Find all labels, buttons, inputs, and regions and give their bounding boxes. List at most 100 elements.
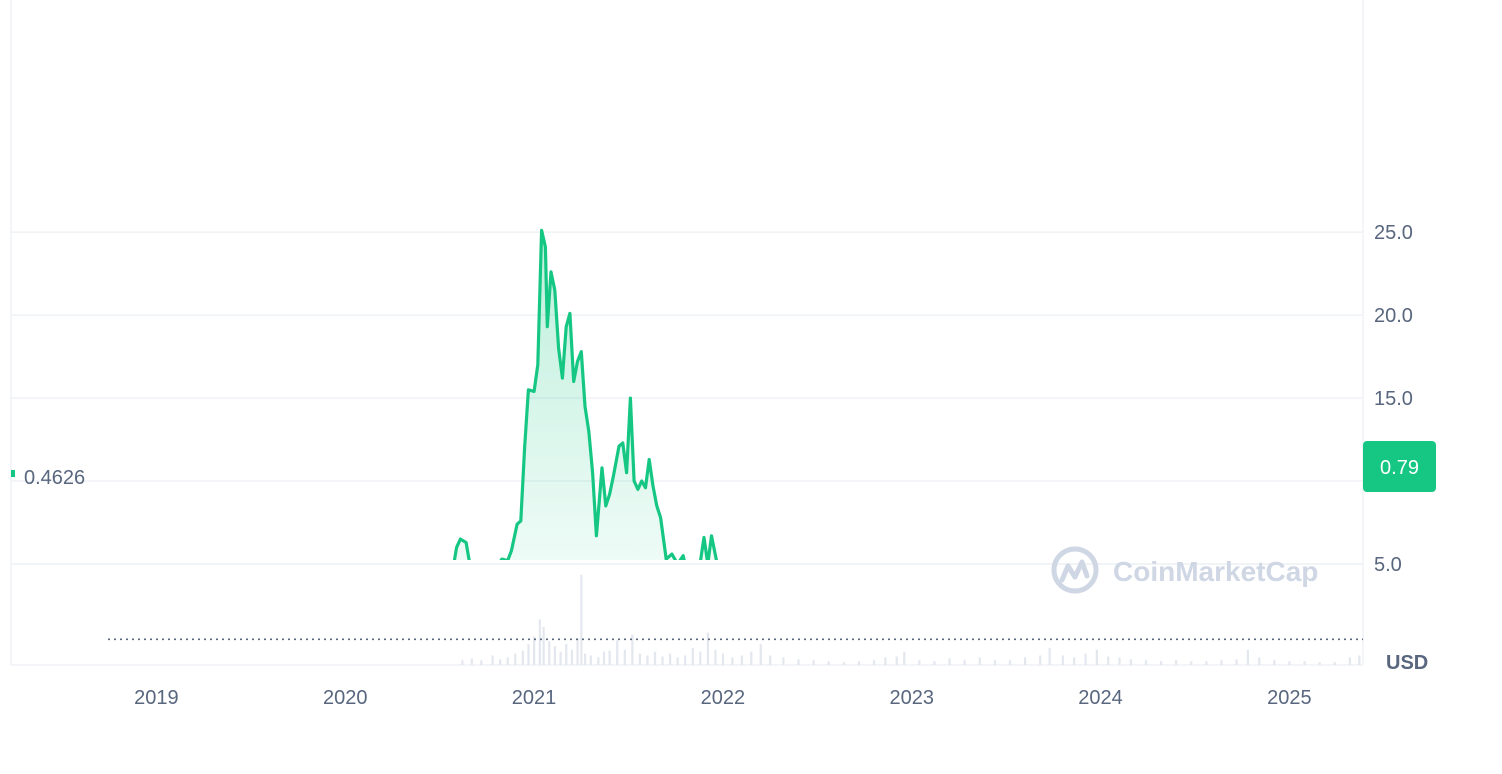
coinmarketcap-logo-icon bbox=[1051, 546, 1099, 594]
x-tick-label-2022: 2022 bbox=[701, 687, 746, 709]
volume-bar-59 bbox=[993, 660, 996, 665]
volume-bar-11 bbox=[542, 627, 545, 665]
volume-bar-69 bbox=[1118, 657, 1121, 665]
volume-bar-79 bbox=[1258, 657, 1261, 665]
volume-bar-33 bbox=[684, 655, 687, 665]
x-tick-label-2020: 2020 bbox=[323, 687, 368, 709]
volume-bar-76 bbox=[1220, 660, 1223, 665]
volume-bar-47 bbox=[827, 661, 830, 665]
volume-bar-55 bbox=[933, 661, 936, 665]
below-reference-fill bbox=[102, 637, 247, 645]
volume-bar-80 bbox=[1273, 660, 1276, 665]
volume-bar-58 bbox=[978, 657, 981, 665]
volume-bar-67 bbox=[1095, 649, 1098, 665]
volume-bar-83 bbox=[1318, 662, 1321, 665]
volume-bar-5 bbox=[506, 657, 509, 665]
volume-bar-66 bbox=[1084, 653, 1087, 665]
volume-bar-35 bbox=[699, 651, 702, 665]
volume-bar-52 bbox=[895, 656, 898, 665]
volume-bar-49 bbox=[857, 661, 861, 665]
volume-bar-3 bbox=[491, 655, 494, 665]
volume-bar-29 bbox=[653, 651, 657, 665]
axes: 5.010.015.020.025.0201920202021202220232… bbox=[134, 222, 1413, 709]
volume-bar-44 bbox=[782, 657, 785, 665]
volume-bar-46 bbox=[812, 660, 815, 665]
volume-bar-81 bbox=[1288, 661, 1291, 665]
volume-bar-64 bbox=[1061, 655, 1064, 665]
volume-bar-24 bbox=[616, 640, 619, 665]
volume-bar-53 bbox=[903, 651, 906, 665]
volume-bar-57 bbox=[963, 660, 966, 665]
volume-bar-71 bbox=[1144, 660, 1148, 665]
volume-bar-77 bbox=[1235, 659, 1238, 665]
reference-marker bbox=[11, 470, 15, 477]
volume-bar-26 bbox=[631, 634, 634, 665]
y-tick-label-5.0: 5.0 bbox=[1374, 554, 1402, 576]
volume-bar-68 bbox=[1107, 656, 1110, 665]
volume-bar-74 bbox=[1190, 661, 1193, 665]
volume-bar-54 bbox=[918, 660, 921, 665]
volume-bar-61 bbox=[1024, 657, 1027, 665]
x-tick-label-2024: 2024 bbox=[1078, 687, 1123, 709]
coinmarketcap-logo-wave bbox=[1059, 559, 1090, 583]
volume-bar-4 bbox=[499, 659, 502, 665]
volume-bar-78 bbox=[1246, 649, 1250, 665]
volume-bar-38 bbox=[721, 653, 725, 665]
volume-bar-10 bbox=[538, 619, 541, 665]
volume-bar-85 bbox=[1348, 657, 1351, 665]
volume-bar-62 bbox=[1039, 655, 1042, 665]
volume-bar-34 bbox=[691, 647, 694, 665]
volume-bar-51 bbox=[884, 657, 887, 665]
volume-bar-17 bbox=[576, 638, 579, 665]
volume-bar-28 bbox=[646, 655, 649, 665]
volume-bar-18 bbox=[580, 574, 583, 665]
volume-bar-22 bbox=[602, 651, 606, 665]
volume-bar-19 bbox=[584, 653, 587, 665]
volume-bar-70 bbox=[1129, 659, 1132, 665]
x-tick-label-2019: 2019 bbox=[134, 687, 179, 709]
volume-bar-2 bbox=[480, 660, 483, 665]
volume-bar-65 bbox=[1073, 657, 1076, 665]
volume-bar-30 bbox=[661, 656, 664, 665]
volume-bar-8 bbox=[527, 644, 530, 665]
volume-bar-39 bbox=[731, 657, 734, 665]
y-tick-label-25.0: 25.0 bbox=[1374, 222, 1413, 244]
price-line-down bbox=[102, 637, 247, 645]
volume-bar-36 bbox=[706, 632, 709, 665]
volume-bar-27 bbox=[638, 653, 641, 665]
volume-bar-72 bbox=[1159, 661, 1163, 665]
x-tick-label-2023: 2023 bbox=[889, 687, 934, 709]
volume-bar-12 bbox=[548, 641, 551, 665]
volume-bar-60 bbox=[1008, 660, 1012, 665]
volume-bar-1 bbox=[470, 658, 473, 665]
volume-bar-13 bbox=[553, 646, 557, 665]
volume-bar-21 bbox=[597, 657, 600, 665]
volume-bar-9 bbox=[533, 636, 536, 665]
volume-bar-45 bbox=[797, 659, 800, 665]
volume-bar-0 bbox=[461, 660, 464, 665]
y-tick-label-15.0: 15.0 bbox=[1374, 388, 1413, 410]
x-tick-label-2025: 2025 bbox=[1267, 687, 1312, 709]
volume-bar-37 bbox=[714, 649, 717, 665]
volume-bar-14 bbox=[559, 651, 562, 665]
volume-bar-20 bbox=[589, 655, 592, 665]
volume-bar-48 bbox=[842, 662, 845, 665]
volume-bar-56 bbox=[948, 658, 951, 665]
volume-bar-32 bbox=[676, 657, 679, 665]
currency-unit-label: USD bbox=[1386, 652, 1428, 674]
coinmarketcap-watermark: CoinMarketCap bbox=[1051, 546, 1318, 594]
y-tick-label-20.0: 20.0 bbox=[1374, 305, 1413, 327]
volume-bar-40 bbox=[740, 655, 743, 665]
watermark-label: CoinMarketCap bbox=[1113, 556, 1318, 587]
volume-bar-23 bbox=[608, 650, 611, 665]
volume-bar-86 bbox=[1358, 655, 1361, 665]
volume-bar-31 bbox=[669, 653, 672, 665]
volume-bar-6 bbox=[514, 653, 517, 665]
reference-price-label: 0.4626 bbox=[24, 467, 85, 489]
volume-bar-50 bbox=[872, 660, 876, 665]
volume-bar-25 bbox=[623, 649, 626, 665]
volume-bar-84 bbox=[1333, 662, 1336, 665]
volume-bar-15 bbox=[565, 644, 568, 665]
volume-bar-43 bbox=[769, 655, 772, 665]
